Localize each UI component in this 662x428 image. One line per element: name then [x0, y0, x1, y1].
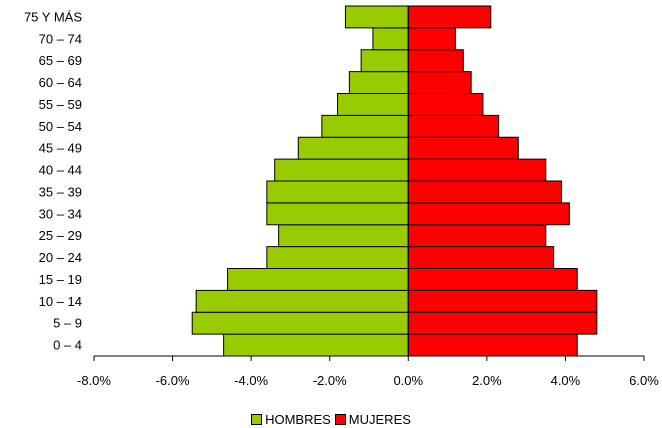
bar-hombres-10 — [321, 114, 409, 138]
bar-mujeres-10 — [407, 114, 500, 138]
bar-hombres-5 — [278, 224, 409, 248]
bar-hombres-11 — [337, 93, 409, 116]
x-tick-label-7: 6.0% — [629, 373, 659, 388]
bar-hombres-14 — [372, 27, 409, 51]
legend-label-hombres: HOMBRES — [265, 411, 331, 427]
category-label-9: 45 – 49 — [39, 141, 82, 156]
category-labels-group: 0 – 4 5 – 9 10 – 14 15 – 19 20 – 24 25 – 29 30… — [24, 9, 82, 352]
bar-mujeres-7 — [407, 180, 562, 204]
bar-mujeres-12 — [407, 71, 472, 94]
legend-item-hombres: HOMBRES — [251, 412, 331, 427]
legend-label-mujeres: MUJERES — [348, 411, 411, 427]
category-label-6: 30 – 34 — [39, 206, 82, 221]
bar-hombres-12 — [348, 71, 409, 94]
category-label-11: 55 – 59 — [39, 97, 82, 112]
category-label-4: 20 – 24 — [39, 250, 82, 265]
x-axis-group: -8.0% -6.0% -4.0% -2.0% 0.0% 2.0% 4.0% 6.0% — [77, 6, 659, 388]
x-tick-label-3: -2.0% — [313, 373, 347, 388]
bar-hombres-2 — [195, 289, 409, 313]
category-label-8: 40 – 44 — [39, 163, 82, 178]
bar-hombres-0 — [223, 333, 409, 357]
x-tick-label-2: -4.0% — [234, 373, 268, 388]
category-label-0: 0 – 4 — [53, 338, 82, 353]
bar-hombres-13 — [360, 49, 409, 73]
category-label-15: 75 Y MÁS — [24, 9, 82, 24]
bar-hombres-6 — [266, 202, 409, 226]
category-label-2: 10 – 14 — [39, 294, 82, 309]
bar-mujeres-2 — [407, 289, 598, 313]
bar-mujeres-14 — [407, 27, 456, 51]
category-label-13: 65 – 69 — [39, 53, 82, 68]
legend-swatch-hombres — [251, 413, 263, 425]
legend-item-mujeres: MUJERES — [334, 411, 411, 427]
category-label-14: 70 – 74 — [39, 31, 82, 46]
x-tick-label-1: -6.0% — [156, 373, 190, 388]
legend: HOMBRES MUJERES — [0, 410, 662, 428]
bar-hombres-15 — [344, 5, 409, 29]
legend-swatch-mujeres — [334, 413, 346, 425]
bar-mujeres-3 — [407, 268, 578, 291]
bar-hombres-3 — [227, 268, 409, 291]
x-tick-label-6: 4.0% — [551, 373, 581, 388]
bar-mujeres-8 — [407, 158, 547, 182]
bar-mujeres-11 — [407, 93, 484, 116]
bar-mujeres-0 — [407, 333, 578, 357]
bar-mujeres-1 — [407, 311, 598, 335]
population-pyramid-chart: 0 – 4 5 – 9 10 – 14 15 – 19 20 – 24 25 – 29 30… — [24, 5, 659, 388]
bar-mujeres-5 — [407, 224, 547, 248]
bar-mujeres-13 — [407, 49, 464, 73]
bar-hombres-4 — [266, 246, 409, 269]
bar-hombres-7 — [266, 180, 409, 204]
bar-hombres-1 — [191, 311, 409, 335]
bar-mujeres-6 — [407, 202, 570, 226]
category-label-5: 25 – 29 — [39, 228, 82, 243]
category-label-10: 50 – 54 — [39, 119, 82, 134]
category-label-3: 15 – 19 — [39, 272, 82, 287]
bar-mujeres-9 — [407, 136, 519, 160]
category-label-7: 35 – 39 — [39, 184, 82, 199]
category-label-1: 5 – 9 — [53, 316, 82, 331]
x-tick-label-4: 0.0% — [393, 373, 423, 388]
category-label-12: 60 – 64 — [39, 75, 82, 90]
bar-hombres-9 — [297, 136, 409, 160]
bar-mujeres-15 — [407, 5, 492, 29]
x-tick-label-5: 2.0% — [472, 373, 502, 388]
bar-mujeres-4 — [407, 246, 555, 269]
bar-hombres-8 — [274, 158, 409, 182]
bars-group — [191, 5, 598, 357]
x-tick-label-0: -8.0% — [77, 373, 111, 388]
